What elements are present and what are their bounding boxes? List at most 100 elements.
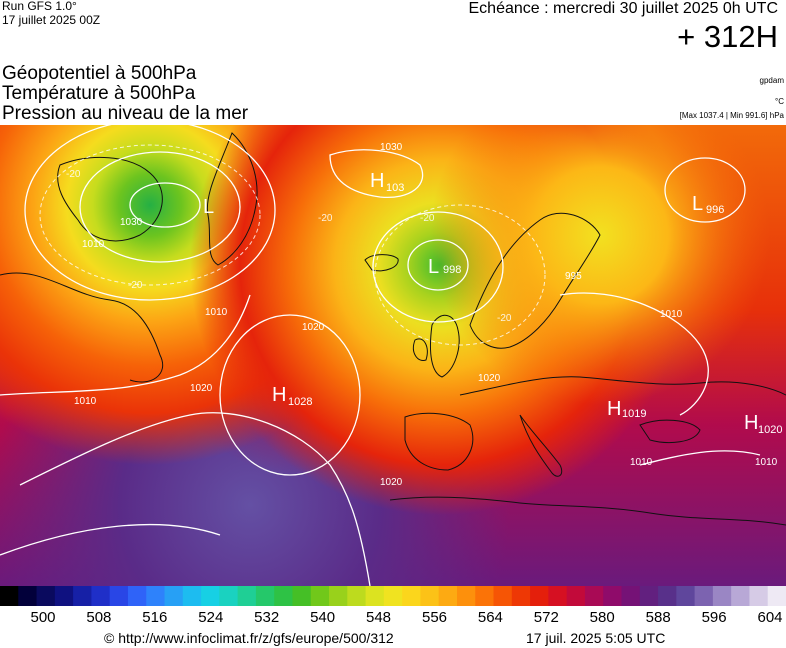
isobar-1010-east <box>559 292 709 416</box>
scale-tick-label: 524 <box>198 609 224 626</box>
isobar-label: 1010 <box>74 396 97 407</box>
coast-europe <box>459 376 786 396</box>
scale-tick-label: 516 <box>142 609 168 626</box>
unit-geopotential: gpdam <box>759 76 784 85</box>
scale-tick-label: 532 <box>254 609 280 626</box>
source-url: © http://www.infoclimat.fr/z/gfs/europe/… <box>104 630 394 646</box>
isobar-1030-north <box>329 149 424 199</box>
scale-swatch <box>767 586 786 606</box>
coast-britain <box>429 315 460 378</box>
scale-tick-label: 580 <box>589 609 615 626</box>
isobar-scand-low-1 <box>407 239 469 291</box>
pressure-centres: L H 103 L 998 L 996 H 1028 H 1019 H 1020 <box>203 170 782 436</box>
title-pressure: Pression au niveau de la mer <box>2 103 249 124</box>
unit-temperature: °C <box>775 97 784 106</box>
isotherm-label: -20 <box>420 213 435 224</box>
scale-swatch <box>548 586 568 606</box>
low-west-letter: L <box>203 196 214 218</box>
isobar-west-low-2 <box>79 151 241 263</box>
scale-tick-label: 596 <box>701 609 727 626</box>
model-run-label: Run GFS 1.0° <box>2 0 77 13</box>
isobar-label: 1030 <box>120 217 143 228</box>
isotherm-label: -20 <box>318 213 333 224</box>
isobar-azores-high <box>219 314 361 476</box>
scale-swatch <box>603 586 622 606</box>
scale-swatch <box>54 586 74 606</box>
high-balkan-letter: H <box>607 398 621 420</box>
scale-swatch <box>420 586 440 606</box>
isobar-label: 1030 <box>380 142 403 153</box>
scale-swatch <box>658 586 677 606</box>
scale-swatch <box>146 586 166 606</box>
scale-swatch <box>712 586 732 606</box>
coast-ireland <box>412 338 428 362</box>
scale-swatch <box>584 586 604 606</box>
color-scale-ticks: 500 508 516 524 532 540 548 556 564 572 580 588 596 6… <box>0 609 786 629</box>
isobar-1010-se <box>639 450 761 466</box>
isobar-scand-low-2 <box>372 211 504 323</box>
pressure-range: [Max 1037.4 | Min 991.6] hPa <box>679 111 784 120</box>
scale-swatch <box>383 586 403 606</box>
scale-swatch <box>438 586 458 606</box>
scale-swatch <box>255 586 275 606</box>
forecast-horizon: + 312H <box>677 19 778 54</box>
isobar-label: 1010 <box>755 457 778 468</box>
high-azores-letter: H <box>272 384 286 406</box>
scale-swatch <box>201 586 220 606</box>
scale-swatch <box>182 586 202 606</box>
isotherm-label: -20 <box>128 280 143 291</box>
field-russia <box>0 125 786 586</box>
high-balkan-value: 1019 <box>622 408 646 420</box>
scale-tick-label: 564 <box>477 609 503 626</box>
coast-iberia <box>404 412 474 471</box>
scale-swatch <box>36 586 56 606</box>
scale-swatch <box>310 586 330 606</box>
isobar-label: 1020 <box>380 477 403 488</box>
scale-swatch <box>73 586 92 606</box>
isobar-label: 1010 <box>205 307 228 318</box>
title-temperature: Température à 500hPa <box>2 83 196 104</box>
scale-swatch <box>219 586 239 606</box>
coast-africa <box>389 496 786 526</box>
scale-swatch <box>639 586 659 606</box>
scale-swatch <box>347 586 367 606</box>
scale-tick-label: 540 <box>310 609 336 626</box>
scale-tick-label: 556 <box>421 609 448 626</box>
scale-swatch <box>749 586 769 606</box>
scale-swatch <box>0 586 19 606</box>
scale-tick-label: 588 <box>645 609 671 626</box>
isobar-1020-atlantic <box>19 412 371 586</box>
scale-tick-label: 508 <box>86 609 112 626</box>
forecast-valid-time: Echéance : mercredi 30 juillet 2025 0h U… <box>468 0 779 17</box>
isobar-label: 1010 <box>660 309 683 320</box>
high-north-value: 103 <box>386 182 404 194</box>
coast-italy <box>519 414 563 477</box>
scale-swatch <box>109 586 129 606</box>
isobar-label: 1010 <box>630 457 653 468</box>
coast-baffin <box>57 156 163 242</box>
color-scale-bar <box>0 586 786 606</box>
high-east-letter: H <box>744 412 758 434</box>
scale-swatch <box>127 586 147 606</box>
isobar-1020-south <box>0 523 221 556</box>
isotherm-label: -20 <box>66 169 81 180</box>
scale-tick-label: 500 <box>30 609 56 626</box>
isobar-labels: 1030 1010 1010 1020 1030 1020 1020 1010 … <box>74 142 778 488</box>
coast-greenland <box>206 132 258 266</box>
low-scand-letter: L <box>428 256 439 278</box>
scale-swatch <box>493 586 513 606</box>
high-north-letter: H <box>370 170 384 192</box>
scale-swatch <box>365 586 385 606</box>
isotherm-west <box>39 144 261 286</box>
isobar-1010-west <box>0 294 251 396</box>
scale-swatch <box>237 586 257 606</box>
isobar-label: 1020 <box>190 383 213 394</box>
title-geopotential: Géopotentiel à 500hPa <box>2 63 197 84</box>
scale-swatch <box>274 586 293 606</box>
scale-swatch <box>475 586 495 606</box>
scale-tick-label: 604 <box>757 609 783 626</box>
isobar-label: 1020 <box>302 322 325 333</box>
low-scand-value: 998 <box>443 264 461 276</box>
scale-swatch <box>694 586 714 606</box>
scale-tick-label: 548 <box>365 609 392 626</box>
